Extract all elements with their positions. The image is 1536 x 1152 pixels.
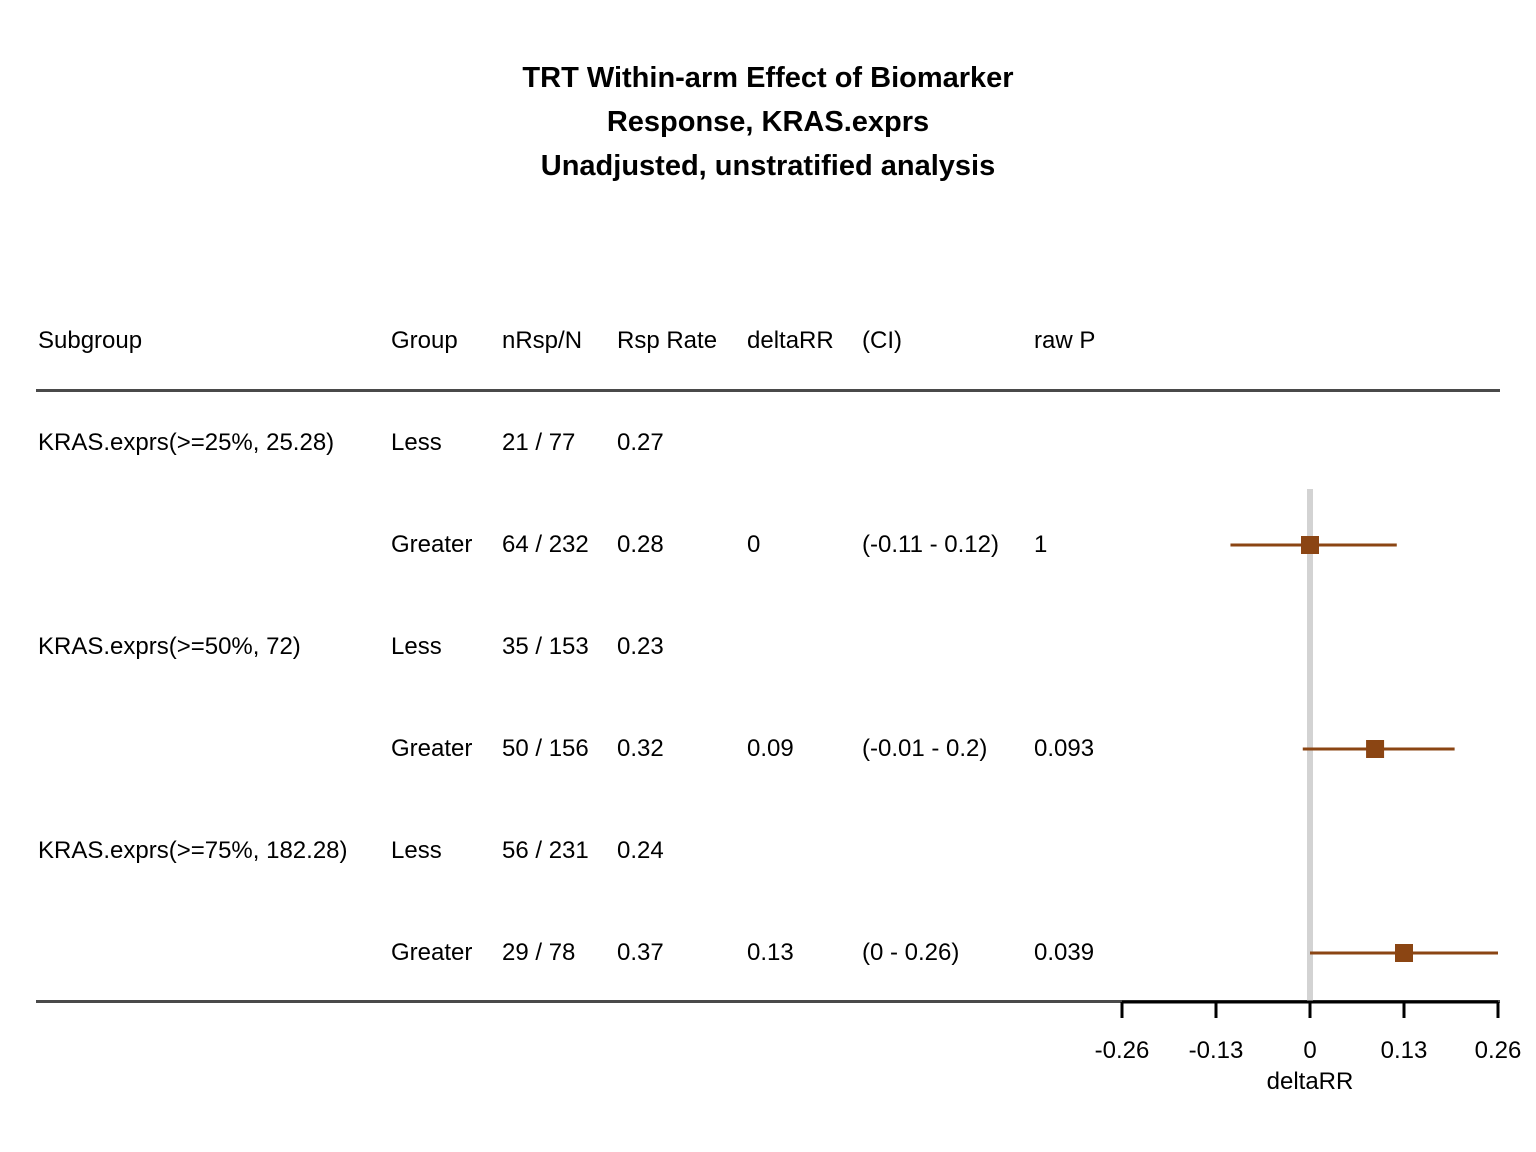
- row-rate: 0.32: [617, 735, 664, 762]
- row-n: 21 / 77: [502, 429, 576, 456]
- header-delta: deltaRR: [747, 327, 834, 354]
- row-group: Greater: [391, 531, 473, 558]
- row-ci: (0 - 0.26): [862, 939, 960, 966]
- point-marker-0: [1301, 536, 1319, 554]
- x-tick-label-4: 0.26: [1475, 1037, 1522, 1064]
- header-subgroup: Subgroup: [38, 327, 143, 354]
- row-subgroup: KRAS.exprs(>=25%, 25.28): [38, 429, 335, 456]
- x-axis-label: deltaRR: [1267, 1068, 1354, 1095]
- row-ci: (-0.01 - 0.2): [862, 735, 988, 762]
- point-marker-1: [1366, 740, 1385, 758]
- row-rate: 0.27: [617, 429, 664, 456]
- row-group: Greater: [391, 939, 473, 966]
- x-tick-label-3: 0.13: [1381, 1037, 1428, 1064]
- row-p: 1: [1034, 531, 1048, 558]
- row-n: 29 / 78: [502, 939, 576, 966]
- header-rate: Rsp Rate: [617, 327, 718, 354]
- row-delta: 0: [747, 531, 761, 558]
- row-rate: 0.23: [617, 633, 664, 660]
- row-delta: 0.09: [747, 735, 794, 762]
- title-line-2: Response, KRAS.exprs: [606, 106, 930, 138]
- x-tick-label-0: -0.26: [1095, 1037, 1150, 1064]
- title-line-1: TRT Within-arm Effect of Biomarker: [522, 62, 1014, 94]
- point-marker-2: [1395, 944, 1413, 962]
- row-rate: 0.37: [617, 939, 664, 966]
- row-subgroup: KRAS.exprs(>=75%, 182.28): [38, 837, 348, 864]
- row-n: 35 / 153: [502, 633, 589, 660]
- title-line-3: Unadjusted, unstratified analysis: [540, 150, 996, 182]
- row-rate: 0.24: [617, 837, 664, 864]
- row-n: 56 / 231: [502, 837, 589, 864]
- header-rule: [36, 389, 1500, 392]
- row-group: Less: [391, 837, 442, 864]
- row-n: 64 / 232: [502, 531, 589, 558]
- header-group: Group: [391, 327, 458, 354]
- row-ci: (-0.11 - 0.12): [862, 531, 999, 558]
- row-group: Less: [391, 633, 442, 660]
- bottom-rule: [36, 1000, 1500, 1003]
- row-delta: 0.13: [747, 939, 794, 966]
- row-group: Less: [391, 429, 442, 456]
- row-group: Greater: [391, 735, 473, 762]
- x-tick-label-1: -0.13: [1189, 1037, 1244, 1064]
- row-p: 0.093: [1034, 735, 1095, 762]
- header-n: nRsp/N: [502, 327, 583, 354]
- row-n: 50 / 156: [502, 735, 589, 762]
- row-subgroup: KRAS.exprs(>=50%, 72): [38, 633, 301, 660]
- row-p: 0.039: [1034, 939, 1095, 966]
- row-rate: 0.28: [617, 531, 664, 558]
- header-ci: (CI): [862, 327, 902, 354]
- x-tick-label-2: 0: [1303, 1037, 1316, 1064]
- header-p: raw P: [1034, 327, 1096, 354]
